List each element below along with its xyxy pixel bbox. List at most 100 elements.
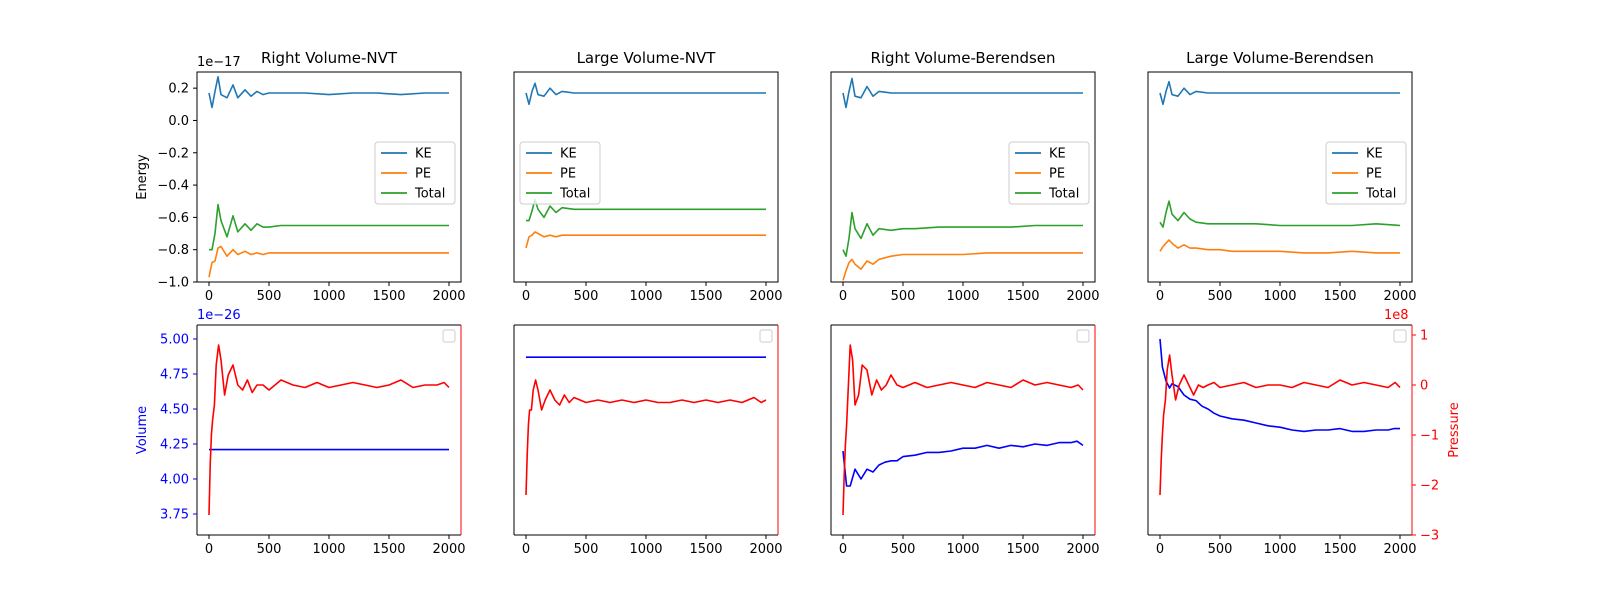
x-tick-label: 500 [891,289,916,304]
x-tick-label: 2000 [432,542,465,557]
x-tick-label: 2000 [749,542,782,557]
y2-offset-label: 1e8 [1384,308,1409,323]
series-line-pe [842,252,1083,281]
x-tick-label: 0 [1156,542,1164,557]
series-line-total [1159,200,1401,228]
panel-title: Right Volume-NVT [261,49,398,67]
volume-pressure-panel-4: 0 500 1000 1500 2000 1 0 −1 −2 −3 1e8 Pressure [1147,308,1462,557]
legend: KE PE Total [1325,141,1407,205]
y-tick-label: −0.8 [157,243,189,258]
volume-line [842,440,1084,487]
x-tick-label: 1500 [1006,542,1039,557]
y-tick-label: 4.50 [160,403,189,418]
x-tick-label: 1500 [1323,542,1356,557]
legend-box [1325,141,1407,205]
x-tick-label: 1000 [312,542,345,557]
x-tick-label: 500 [891,542,916,557]
panel-title: Right Volume-Berendsen [870,49,1055,67]
x-tick-label: 500 [257,289,282,304]
legend-label: Total [559,187,590,202]
volume-pressure-panel-2: 0 500 1000 1500 2000 [513,324,783,557]
x-tick-label: 500 [257,542,282,557]
series-line-ke [842,77,1083,109]
x-tick-label: 0 [205,289,213,304]
x-tick-label: 1000 [946,542,979,557]
series-line-total [209,203,449,251]
y-tick-label: 0.2 [168,82,189,97]
legend-box [374,141,456,205]
volume-pressure-panel-3: 0 500 1000 1500 2000 [830,324,1100,557]
x-tick-label: 0 [1156,289,1164,304]
y2-tick-label: −2 [1420,479,1439,494]
legend-box [1008,141,1090,205]
legend-box [519,141,601,205]
legend-box [759,329,773,343]
series-line-pe [525,231,766,249]
y-axis-label: Volume [135,406,150,454]
x-tick-label: 2000 [749,289,782,304]
series-line-ke [525,82,766,106]
x-tick-label: 0 [522,542,530,557]
x-tick-label: 1000 [629,542,662,557]
legend-label: PE [415,167,431,182]
series-line-ke [208,76,449,109]
legend-label: Total [414,187,445,202]
legend-box [442,329,456,343]
y-tick-label: −0.6 [157,211,189,226]
x-tick-label: 1000 [1263,542,1296,557]
x-tick-label: 500 [1208,289,1233,304]
y-tick-label: 4.25 [160,438,189,453]
energy-panel-4: Large Volume-Berendsen 0 500 1000 1500 2000 KE… [1147,49,1417,304]
y-tick-label: 3.75 [160,508,189,523]
y-offset-label: 1e−26 [197,308,241,323]
x-tick-label: 1500 [689,542,722,557]
x-tick-label: 1000 [946,289,979,304]
x-tick-label: 0 [839,289,847,304]
series-line-pe [208,245,449,278]
pressure-line [842,344,1084,516]
energy-panel-2: Large Volume-NVT 0 500 1000 1500 2000 KE PE Tota… [513,49,783,304]
legend: KE PE Total [519,141,601,205]
x-tick-label: 500 [1208,542,1233,557]
x-tick-label: 0 [205,542,213,557]
y2-tick-label: −1 [1420,429,1439,444]
x-tick-label: 1000 [1263,289,1296,304]
y-axis-label: Energy [135,154,150,200]
legend-label: PE [560,167,576,182]
legend-label: KE [1366,147,1383,162]
legend-label: KE [560,147,577,162]
x-tick-label: 2000 [1383,542,1416,557]
x-tick-label: 1000 [629,289,662,304]
legend-label: Total [1048,187,1079,202]
y-tick-label: 0.0 [168,114,189,129]
y-tick-label: 5.00 [160,333,189,348]
legend-box [1393,329,1407,343]
y2-tick-label: 1 [1420,329,1428,344]
series-line-ke [1159,80,1400,106]
panel-title: Large Volume-Berendsen [1186,49,1374,67]
legend: KE PE Total [374,141,456,205]
x-tick-label: 0 [522,289,530,304]
y2-tick-label: 0 [1420,379,1428,394]
y2-axis-label: Pressure [1447,402,1462,458]
x-tick-label: 1500 [372,542,405,557]
x-tick-label: 2000 [1066,289,1099,304]
legend-label: Total [1365,187,1396,202]
legend-box [1076,329,1090,343]
pressure-line [525,379,767,496]
y-tick-label: 4.75 [160,368,189,383]
energy-panel-3: Right Volume-Berendsen 0 500 1000 1500 2000 KE… [830,49,1100,304]
y-tick-label: 4.00 [160,473,189,488]
x-tick-label: 1500 [1006,289,1039,304]
pressure-line [1159,354,1401,496]
x-tick-label: 2000 [1066,542,1099,557]
legend-label: KE [415,147,432,162]
y-tick-label: −0.2 [157,146,189,161]
x-tick-label: 500 [574,289,599,304]
y-offset-label: 1e−17 [197,55,241,70]
x-tick-label: 500 [574,542,599,557]
y2-tick-label: −3 [1420,529,1439,544]
x-tick-label: 1500 [1323,289,1356,304]
panel-title: Large Volume-NVT [577,49,717,67]
